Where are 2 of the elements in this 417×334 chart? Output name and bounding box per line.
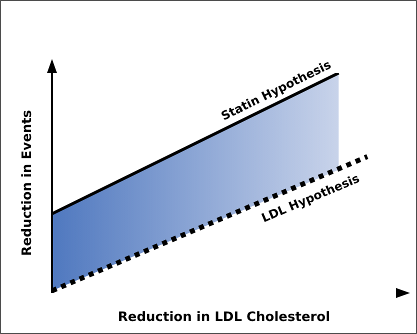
y-axis-title: Reduction in Events — [20, 110, 35, 256]
x-axis-title: Reduction in LDL Cholesterol — [118, 310, 330, 325]
